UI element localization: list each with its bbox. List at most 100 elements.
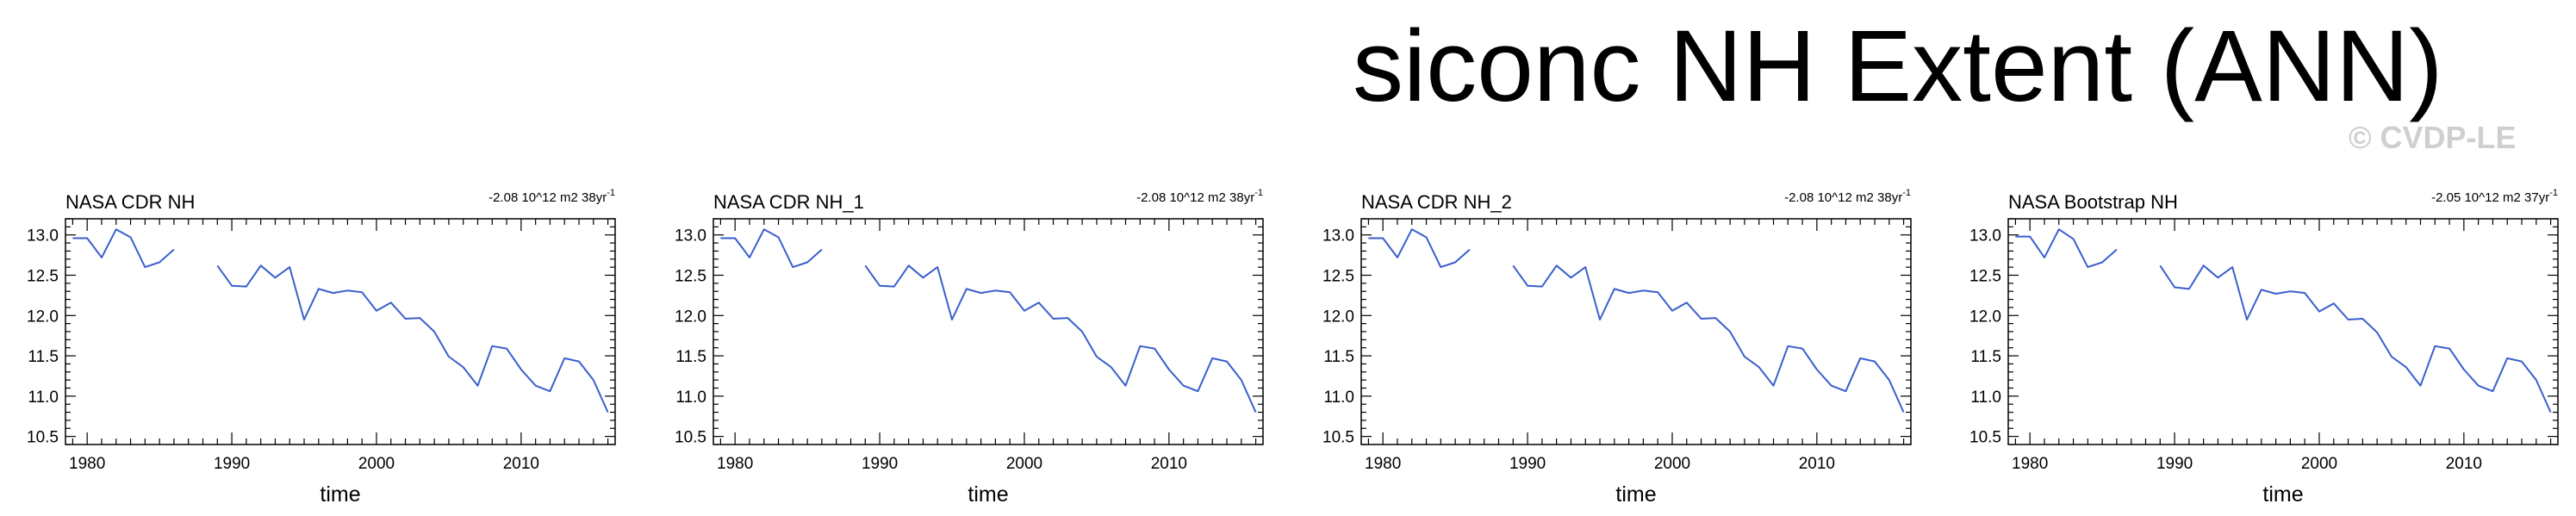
- data-point: [864, 264, 866, 266]
- data-point: [1831, 385, 1832, 387]
- watermark: © CVDP-LE: [2349, 120, 2517, 155]
- trend-label-text: -2.08 10^12 m2 38yr: [1784, 190, 1902, 205]
- data-point: [1556, 264, 1558, 266]
- data-point: [1168, 369, 1170, 370]
- data-point: [1139, 345, 1141, 347]
- data-point: [1701, 318, 1702, 320]
- data-point: [303, 319, 305, 320]
- data-point: [231, 285, 233, 287]
- y-tick-label: 10.5: [1322, 429, 1354, 447]
- data-point: [607, 412, 609, 413]
- data-point: [2391, 356, 2392, 357]
- data-point: [2217, 277, 2218, 278]
- data-point: [922, 277, 924, 278]
- x-tick-label: 1980: [69, 455, 105, 473]
- series-line: [864, 264, 1257, 413]
- data-point: [1628, 292, 1630, 294]
- data-point: [1845, 390, 1846, 392]
- data-point: [821, 249, 823, 251]
- data-point: [1657, 291, 1658, 293]
- data-point: [1081, 331, 1083, 333]
- series-line: [2159, 264, 2552, 413]
- data-point: [1053, 318, 1055, 320]
- data-point: [2014, 236, 2016, 238]
- y-tick-label: 12.0: [675, 308, 706, 326]
- data-point: [419, 317, 420, 319]
- data-point: [792, 266, 793, 268]
- data-point: [1874, 361, 1876, 363]
- data-point: [2116, 249, 2118, 251]
- trend-label: -2.08 10^12 m2 38yr-1: [1784, 188, 1911, 205]
- data-point: [448, 356, 450, 357]
- data-point: [1009, 291, 1011, 293]
- data-point: [2536, 379, 2537, 381]
- data-point: [1671, 310, 1673, 312]
- y-tick-label: 13.0: [1969, 227, 2001, 246]
- data-point: [1570, 277, 1571, 278]
- data-point: [1197, 390, 1198, 392]
- y-tick-label: 11.0: [1970, 389, 2001, 407]
- y-tick-label: 11.5: [675, 348, 706, 366]
- data-point: [2318, 311, 2320, 313]
- series-line: [1512, 264, 1905, 413]
- x-tick-label: 2000: [1006, 455, 1042, 473]
- chart-panel-3: NASA CDR NH_2 -2.08 10^12 m2 38yr-1 13.0 12…: [1322, 188, 1912, 507]
- data-point: [1714, 317, 1716, 319]
- data-point: [1773, 385, 1775, 387]
- y-tick-label: 12.0: [27, 308, 59, 326]
- x-tick-label: 1980: [2012, 455, 2048, 473]
- data-point: [1038, 302, 1040, 303]
- data-point: [578, 361, 580, 363]
- chart-panel-2: NASA CDR NH_1 -2.08 10^12 m2 38yr-1 13.0 12…: [675, 188, 1264, 507]
- data-point: [908, 264, 910, 266]
- data-point: [1744, 356, 1745, 357]
- data-point: [2261, 289, 2262, 290]
- data-point: [2159, 264, 2161, 266]
- plot-frame: [712, 218, 1264, 445]
- data-point: [361, 291, 363, 293]
- data-point: [130, 237, 132, 239]
- data-point: [72, 238, 73, 239]
- data-point: [246, 286, 247, 288]
- data-point: [1183, 385, 1185, 387]
- data-point: [1787, 345, 1789, 347]
- data-point: [980, 292, 982, 294]
- data-point: [491, 345, 493, 347]
- x-tick-label: 2010: [1151, 455, 1187, 473]
- data-point: [749, 257, 750, 258]
- data-point: [2246, 319, 2248, 320]
- data-point: [1584, 266, 1586, 268]
- plot-frame: [1360, 218, 1912, 445]
- chart-panel-1: NASA CDR NH -2.08 10^12 m2 38yr-1 13.0 12.5…: [27, 188, 616, 507]
- data-point: [1397, 257, 1398, 258]
- series-line: [1368, 228, 1471, 269]
- data-point: [333, 292, 334, 294]
- x-tick-label: 2000: [358, 455, 395, 473]
- y-tick-label: 10.5: [675, 429, 706, 447]
- data-point: [1816, 369, 1818, 370]
- y-tick-label: 13.0: [1322, 227, 1354, 246]
- data-point: [1125, 385, 1127, 387]
- data-point: [216, 264, 218, 266]
- data-point: [1440, 266, 1441, 268]
- y-tick-label: 12.5: [27, 268, 59, 286]
- plot-frame: [2007, 218, 2559, 445]
- trend-label-superscript: -1: [2549, 188, 2558, 198]
- data-point: [1758, 366, 1760, 368]
- data-point: [1024, 310, 1025, 312]
- data-point: [2289, 290, 2291, 292]
- data-point: [549, 390, 551, 392]
- data-point: [2073, 238, 2075, 239]
- x-axis-label: time: [2262, 482, 2303, 507]
- data-point: [477, 385, 479, 387]
- x-axis-label: time: [320, 482, 360, 507]
- y-tick-label: 10.5: [27, 429, 59, 447]
- x-tick-label: 2010: [503, 455, 539, 473]
- data-point: [115, 228, 117, 230]
- data-point: [318, 288, 320, 289]
- data-point: [1411, 228, 1413, 230]
- data-point: [2275, 293, 2277, 295]
- x-tick-label: 1990: [862, 455, 898, 473]
- series-line: [2015, 228, 2118, 269]
